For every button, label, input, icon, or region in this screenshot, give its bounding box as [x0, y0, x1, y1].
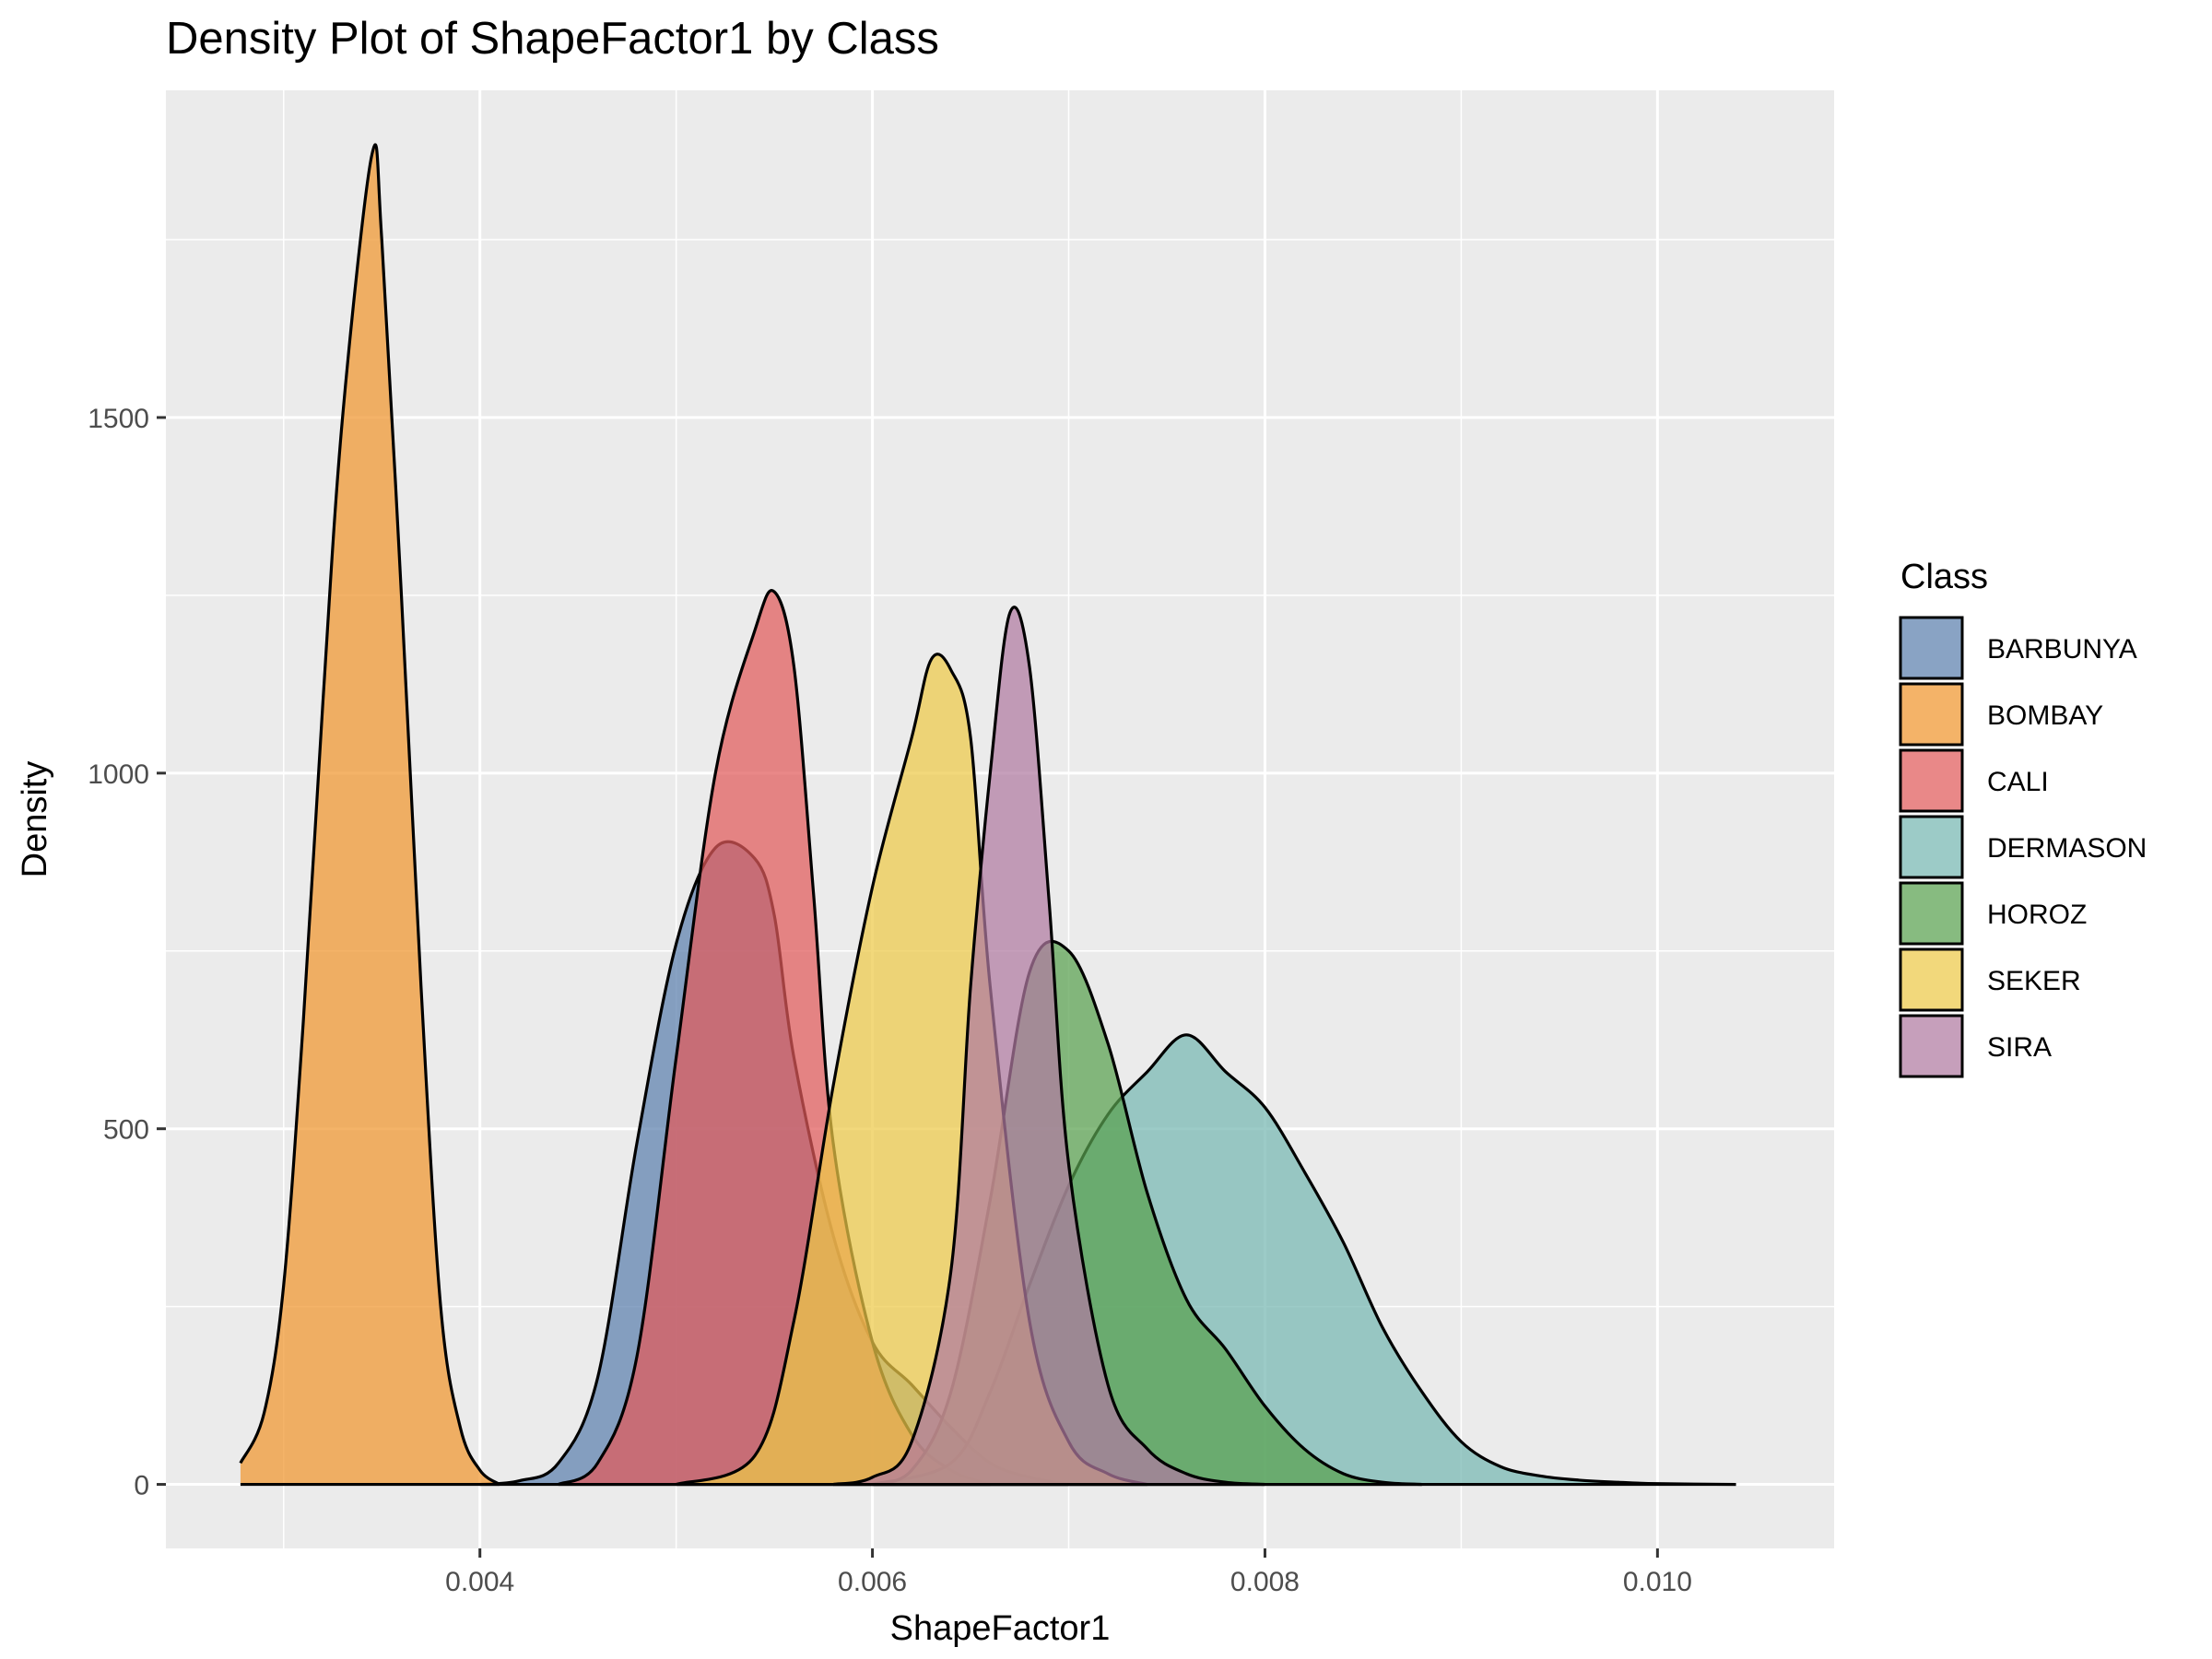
- x-tick-label: 0.006: [838, 1567, 907, 1597]
- legend-label-seker: SEKER: [1987, 966, 2081, 996]
- density-area-cali: [558, 590, 991, 1485]
- density-area-bombay: [240, 144, 500, 1485]
- density-areas: [239, 143, 1736, 1487]
- density-area-sira: [833, 606, 1265, 1485]
- x-tick-label: 0.010: [1623, 1567, 1692, 1597]
- legend-key-bombay: [1899, 682, 1964, 747]
- density-line-sira: [832, 606, 1265, 1487]
- legend-key-dermason: [1899, 815, 1964, 879]
- legend-label-sira: SIRA: [1987, 1032, 2052, 1063]
- y-axis-title: Density: [16, 761, 54, 878]
- x-tick-label: 0.008: [1230, 1567, 1300, 1597]
- legend-label-cali: CALI: [1987, 767, 2049, 797]
- legend-key-seker: [1899, 947, 1964, 1012]
- legend-title: Class: [1900, 558, 1988, 596]
- legend-label-bombay: BOMBAY: [1987, 700, 2103, 731]
- y-tick-label: 0: [134, 1471, 149, 1501]
- x-axis-title: ShapeFactor1: [890, 1609, 1111, 1648]
- density-area-seker: [676, 653, 1147, 1485]
- legend-label-barbunya: BARBUNYA: [1987, 634, 2137, 665]
- legend-key-cali: [1899, 748, 1964, 813]
- legend-key-sira: [1899, 1014, 1964, 1078]
- legend-label-dermason: DERMASON: [1987, 833, 2147, 864]
- y-tick-label: 500: [103, 1115, 149, 1146]
- legend-label-horoz: HOROZ: [1987, 900, 2087, 930]
- legend: Class BARBUNYA BOMBAY CALI DERMASON HOROZ SEK…: [1899, 558, 2147, 1078]
- legend-key-barbunya: [1899, 616, 1964, 680]
- y-tick-label: 1000: [88, 759, 149, 790]
- density-line-bombay: [239, 143, 500, 1486]
- chart-title: Density Plot of ShapeFactor1 by Class: [166, 14, 939, 64]
- legend-key-horoz: [1899, 881, 1964, 946]
- y-tick-label: 1500: [88, 404, 149, 434]
- y-axis: 0 500 1000 1500: [88, 404, 166, 1501]
- x-axis: 0.004 0.006 0.008 0.010: [445, 1548, 1692, 1597]
- x-tick-label: 0.004: [445, 1567, 514, 1597]
